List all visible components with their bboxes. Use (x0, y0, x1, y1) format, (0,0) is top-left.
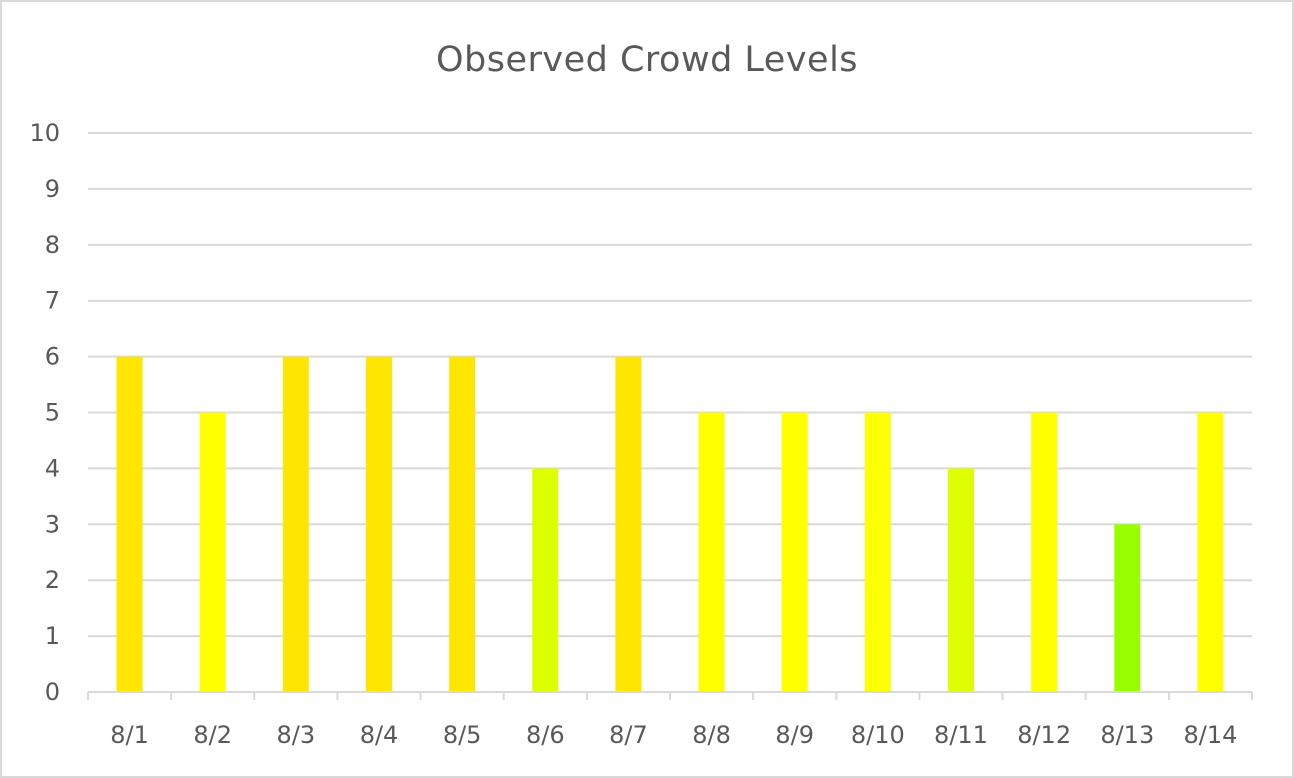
y-tick-label: 9 (45, 175, 60, 203)
x-tick-label: 8/11 (934, 721, 988, 749)
bar (1114, 524, 1141, 692)
bar (698, 412, 725, 692)
y-tick-label: 3 (45, 510, 60, 538)
bar (1031, 412, 1058, 692)
x-tick-label: 8/4 (360, 721, 399, 749)
bar (615, 356, 642, 692)
x-tick-label: 8/1 (110, 721, 149, 749)
y-tick-label: 5 (45, 399, 60, 427)
x-tick-label: 8/14 (1183, 721, 1237, 749)
bar (282, 356, 309, 692)
chart-title: Observed Crowd Levels (435, 40, 859, 80)
y-tick-label: 6 (45, 343, 60, 371)
bar (449, 356, 476, 692)
x-tick-label: 8/7 (609, 721, 648, 749)
y-tick-label: 2 (45, 566, 60, 594)
x-tick-label: 8/10 (851, 721, 905, 749)
x-tick-label: 8/5 (443, 721, 482, 749)
bar (864, 412, 891, 692)
y-tick-label: 1 (45, 622, 60, 650)
x-tick-label: 8/13 (1100, 721, 1154, 749)
bar (781, 412, 808, 692)
bar (532, 468, 559, 692)
x-tick-label: 8/8 (692, 721, 731, 749)
x-tick-label: 8/9 (775, 721, 814, 749)
bar (116, 356, 143, 692)
x-tick-label: 8/2 (193, 721, 232, 749)
y-tick-label: 4 (45, 454, 60, 482)
bar (366, 356, 392, 692)
y-tick-label: 10 (29, 119, 60, 147)
bar (948, 468, 974, 692)
y-tick-label: 8 (45, 231, 60, 259)
x-tick-label: 8/6 (526, 721, 565, 749)
bar (1197, 412, 1224, 692)
y-tick-label: 7 (45, 287, 60, 315)
y-tick-label: 0 (45, 678, 60, 706)
x-tick-label: 8/3 (277, 721, 316, 749)
bar (199, 412, 226, 692)
x-tick-label: 8/12 (1017, 721, 1071, 749)
